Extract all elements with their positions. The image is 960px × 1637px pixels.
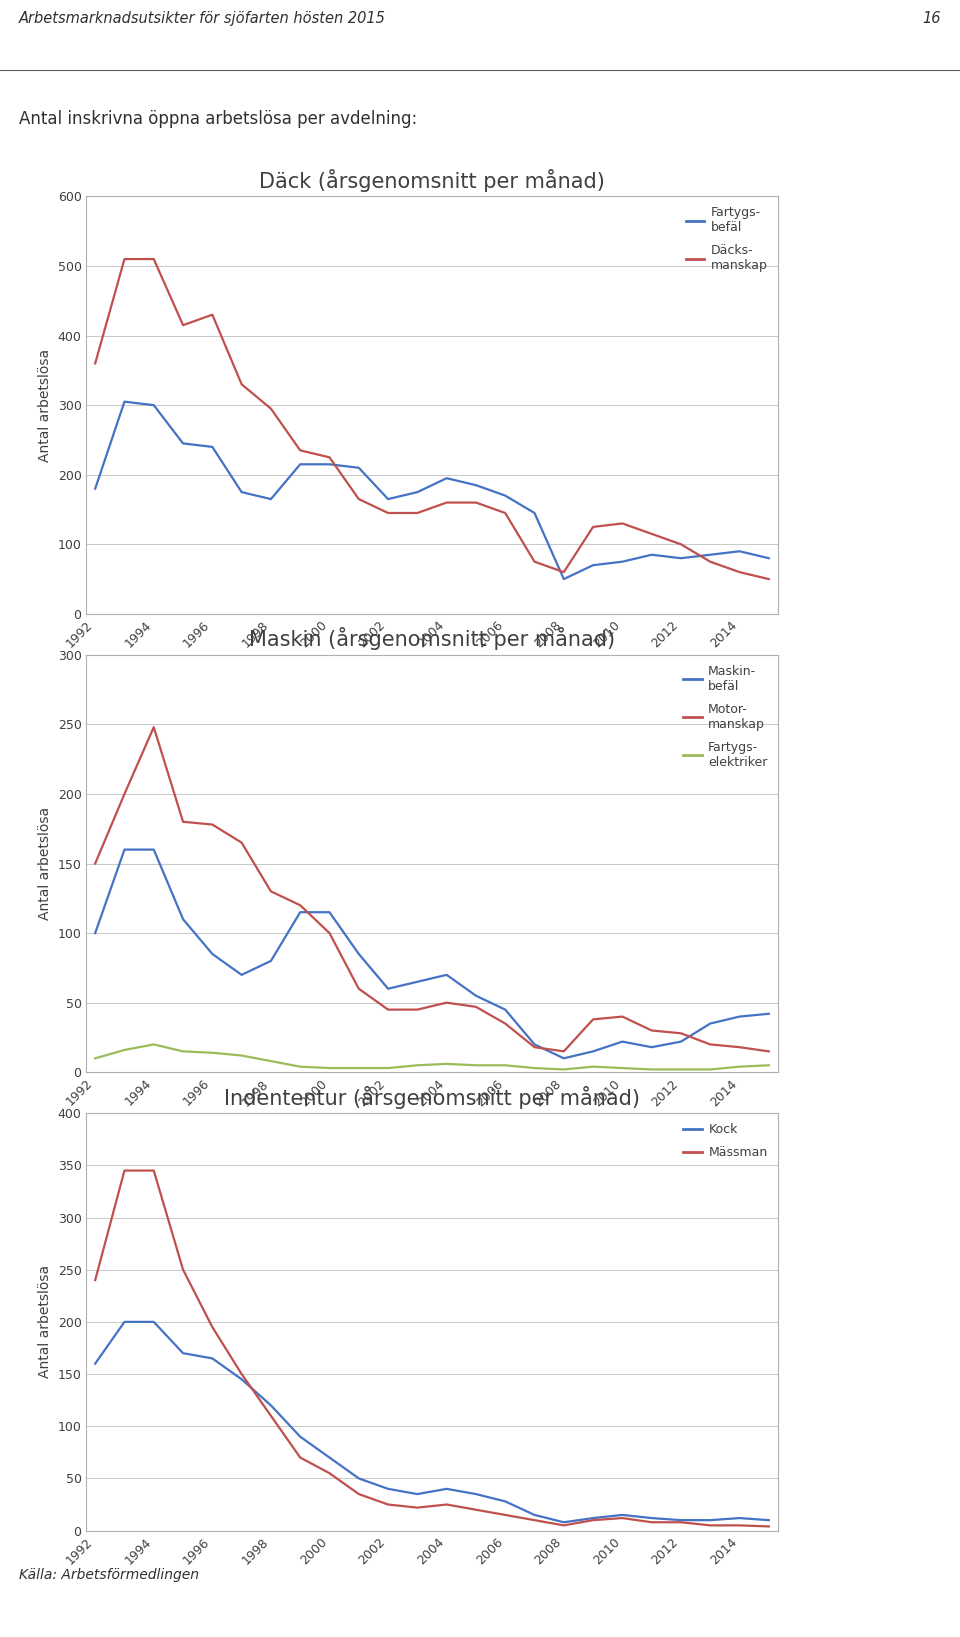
Title: Indententur (årsgenomsnitt per månad): Indententur (årsgenomsnitt per månad) bbox=[224, 1085, 640, 1108]
Legend: Maskin-
befäl, Motor-
manskap, Fartygs-
elektriker: Maskin- befäl, Motor- manskap, Fartygs- … bbox=[680, 661, 771, 773]
Y-axis label: Antal arbetslösa: Antal arbetslösa bbox=[38, 807, 52, 920]
Y-axis label: Antal arbetslösa: Antal arbetslösa bbox=[38, 1265, 52, 1378]
Y-axis label: Antal arbetslösa: Antal arbetslösa bbox=[38, 349, 52, 462]
Legend: Kock, Mässman: Kock, Mässman bbox=[680, 1120, 771, 1162]
Text: Källa: Arbetsförmedlingen: Källa: Arbetsförmedlingen bbox=[19, 1568, 200, 1583]
Text: Antal inskrivna öppna arbetslösa per avdelning:: Antal inskrivna öppna arbetslösa per avd… bbox=[19, 110, 418, 128]
Text: Arbetsmarknadsutsikter för sjöfarten hösten 2015: Arbetsmarknadsutsikter för sjöfarten hös… bbox=[19, 11, 386, 26]
Title: Däck (årsgenomsnitt per månad): Däck (årsgenomsnitt per månad) bbox=[259, 169, 605, 192]
Legend: Fartygs-
befäl, Däcks-
manskap: Fartygs- befäl, Däcks- manskap bbox=[682, 203, 771, 277]
Text: 16: 16 bbox=[923, 11, 941, 26]
Title: Maskin (årsgenomsnitt per månad): Maskin (årsgenomsnitt per månad) bbox=[249, 627, 615, 650]
